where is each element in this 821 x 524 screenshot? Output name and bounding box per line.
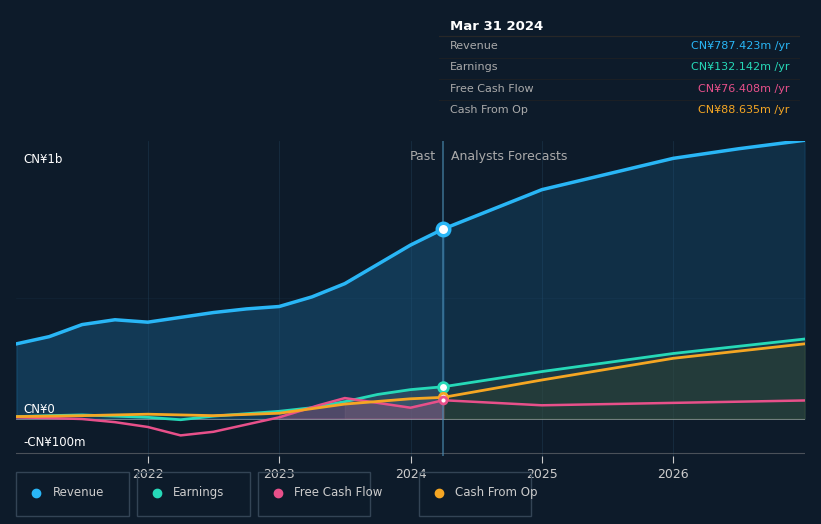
Text: Cash From Op: Cash From Op [450, 105, 528, 115]
Text: Revenue: Revenue [53, 486, 103, 499]
Text: Cash From Op: Cash From Op [455, 486, 537, 499]
Text: CN¥76.408m /yr: CN¥76.408m /yr [698, 83, 790, 94]
Text: Free Cash Flow: Free Cash Flow [294, 486, 383, 499]
Text: Earnings: Earnings [173, 486, 224, 499]
Text: Earnings: Earnings [450, 62, 498, 72]
Text: Analysts Forecasts: Analysts Forecasts [452, 150, 567, 163]
Text: CN¥88.635m /yr: CN¥88.635m /yr [699, 105, 790, 115]
Text: Revenue: Revenue [450, 41, 499, 51]
Text: Free Cash Flow: Free Cash Flow [450, 83, 534, 94]
Text: Past: Past [410, 150, 435, 163]
Text: CN¥787.423m /yr: CN¥787.423m /yr [691, 41, 790, 51]
Text: CN¥1b: CN¥1b [23, 152, 62, 166]
Text: CN¥132.142m /yr: CN¥132.142m /yr [691, 62, 790, 72]
Text: Mar 31 2024: Mar 31 2024 [450, 20, 544, 33]
Text: -CN¥100m: -CN¥100m [23, 436, 85, 449]
Text: CN¥0: CN¥0 [23, 402, 55, 416]
